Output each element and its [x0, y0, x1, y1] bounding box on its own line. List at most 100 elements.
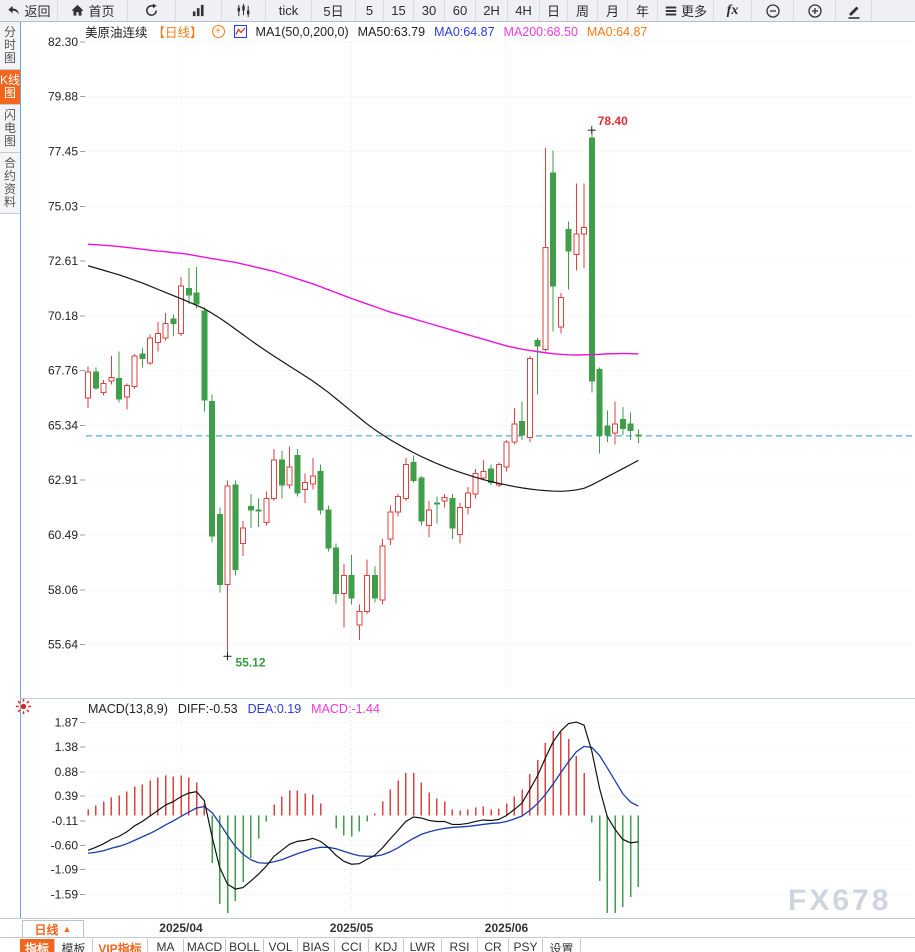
toolbar-home-button[interactable]: 首页: [58, 0, 128, 21]
svg-text:-1.59: -1.59: [51, 888, 79, 902]
tab-template[interactable]: 模板: [55, 939, 93, 952]
toolbar-bar-chart-style-button[interactable]: [176, 0, 222, 21]
time-axis-row: 日线 ▲ 2025/04 2025/05 2025/06: [0, 918, 915, 938]
home-icon: [70, 3, 85, 18]
tab-cci[interactable]: CCI: [335, 939, 369, 952]
date-label: 2025/04: [159, 921, 203, 935]
tab-lwr[interactable]: LWR: [404, 939, 442, 952]
fx-icon: fx: [726, 2, 739, 18]
toolbar-tick-button[interactable]: tick: [266, 0, 312, 21]
refresh-icon: [144, 3, 159, 18]
toolbar-draw-button[interactable]: [836, 0, 872, 21]
circle-plus-icon[interactable]: +: [211, 25, 225, 38]
tab-cr[interactable]: CR: [478, 939, 509, 952]
toolbar-15min-button[interactable]: 15: [384, 0, 414, 21]
toolbar-month-button[interactable]: 月: [598, 0, 628, 21]
zoom-in-icon: [807, 3, 823, 19]
price-chart-canvas[interactable]: 82.30 79.88 77.45 75.03 72.61 70.18 67.76 65.34…: [20, 22, 915, 698]
toolbar-5d-button[interactable]: 5日: [312, 0, 356, 21]
toolbar-more-button[interactable]: 更多: [658, 0, 714, 21]
toolbar-60min-button[interactable]: 60: [445, 0, 476, 21]
ma0-orange-value: MA0:64.87: [586, 24, 648, 39]
tab-vol[interactable]: VOL: [264, 939, 298, 952]
period-selector[interactable]: 日线 ▲: [22, 920, 84, 938]
toolbar-back-button[interactable]: 返回: [0, 0, 58, 21]
toolbar-30min-button[interactable]: 30: [414, 0, 445, 21]
toolbar-item-label: 5: [365, 3, 374, 18]
toolbar-kline-style-button[interactable]: [222, 0, 266, 21]
toolbar-4h-button[interactable]: 4H: [508, 0, 540, 21]
tab-rsi[interactable]: RSI: [442, 939, 478, 952]
dea-value: DEA:0.19: [247, 701, 302, 716]
toolbar-zoom-in-button[interactable]: [794, 0, 836, 21]
menu-icon: [664, 4, 678, 18]
macd-value: MACD:-1.44: [311, 701, 380, 716]
zoom-out-icon: [765, 3, 781, 19]
symbol-name: 美原油连续: [85, 26, 148, 40]
period-selector-label: 日线: [34, 922, 59, 937]
toolbar-item-label: 周: [575, 4, 589, 19]
tab-ma[interactable]: MA: [148, 939, 184, 952]
kline-icon: [236, 3, 251, 18]
svg-text:75.03: 75.03: [48, 199, 78, 213]
diff-line: [87, 721, 639, 890]
ma200-line: [87, 243, 639, 356]
toolbar-fx-button[interactable]: fx: [714, 0, 752, 21]
toolbar-year-button[interactable]: 年: [628, 0, 658, 21]
toolbar-item-label: 日: [546, 4, 560, 19]
ma-settings-label: MA1(50,0,200,0): [255, 24, 349, 39]
price-gridlines: [80, 41, 912, 690]
indicator-tabs-row: 指标 模板 VIP指标 MA MACD BOLL VOL BIAS CCI KDJ LWR RSI CR…: [20, 939, 915, 952]
top-toolbar: 返回 首页 tick 5日 5 15 30 60 2H 4H 日周 月 年 更多 fx: [0, 0, 915, 22]
svg-text:0.39: 0.39: [55, 789, 79, 803]
tab-vip-indicator[interactable]: VIP指标: [93, 939, 148, 952]
toolbar-item-label: tick: [278, 3, 299, 18]
sidebar-item-contract-info[interactable]: 合约资料: [0, 153, 20, 214]
tab-kdj[interactable]: KDJ: [369, 939, 404, 952]
svg-text:58.06: 58.06: [48, 583, 78, 597]
tab-boll[interactable]: BOLL: [226, 939, 264, 952]
toolbar-5min-button[interactable]: 5: [356, 0, 384, 21]
watermark: FX678: [788, 884, 892, 917]
tab-psy[interactable]: PSY: [509, 939, 543, 952]
back-icon: [6, 3, 21, 18]
svg-text:67.76: 67.76: [48, 364, 78, 378]
toolbar-item-label: 15: [391, 3, 406, 18]
date-label: 2025/06: [484, 921, 529, 935]
toolbar-week-button[interactable]: 周: [568, 0, 598, 21]
indicator-settings-icon[interactable]: [15, 698, 32, 715]
toolbar-refresh-button[interactable]: [128, 0, 176, 21]
toolbar-item-label: 月: [605, 4, 619, 19]
ma0-blue-value: MA0:64.87: [434, 24, 495, 39]
macd-chart-canvas[interactable]: 1.87 1.38 0.88 0.39 -0.11 -0.60 -1.09 -1.59: [20, 698, 915, 918]
macd-settings-label: MACD(13,8,9): [88, 701, 168, 716]
svg-text:0.88: 0.88: [55, 765, 79, 779]
svg-text:-0.60: -0.60: [51, 838, 79, 852]
macd-axis-labels: 1.87 1.38 0.88 0.39 -0.11 -0.60 -1.09 -1.59: [51, 716, 79, 902]
sidebar-item-kline-chart[interactable]: K线图: [0, 70, 20, 105]
toolbar-zoom-out-button[interactable]: [752, 0, 794, 21]
toolbar-item-label: 4H: [515, 3, 532, 18]
high-annotation: 78.40: [598, 114, 628, 128]
toolbar-item-label: 首页: [88, 4, 115, 19]
tab-indicator[interactable]: 指标: [20, 939, 55, 952]
svg-text:-1.09: -1.09: [51, 863, 79, 877]
mini-chart-icon[interactable]: [233, 25, 247, 38]
tab-bias[interactable]: BIAS: [298, 939, 335, 952]
tab-settings[interactable]: 设置: [543, 939, 581, 952]
date-label: 2025/05: [329, 921, 374, 935]
ma50-value: MA50:63.79: [357, 24, 426, 39]
sidebar-item-time-chart[interactable]: 分时图: [0, 22, 20, 70]
toolbar-item-label: 5日: [323, 4, 344, 19]
sidebar-item-flash-chart[interactable]: 闪电图: [0, 105, 20, 153]
triangle-up-icon: ▲: [62, 924, 72, 934]
toolbar-2h-button[interactable]: 2H: [476, 0, 508, 21]
svg-text:72.61: 72.61: [48, 254, 78, 268]
tab-macd[interactable]: MACD: [184, 939, 226, 952]
svg-text:77.45: 77.45: [48, 145, 78, 159]
svg-text:70.18: 70.18: [48, 309, 78, 323]
toolbar-day-button[interactable]: 日: [540, 0, 568, 21]
diff-value: DIFF:-0.53: [177, 701, 238, 716]
svg-text:62.91: 62.91: [48, 473, 78, 487]
toolbar-item-label: 返回: [24, 4, 51, 19]
